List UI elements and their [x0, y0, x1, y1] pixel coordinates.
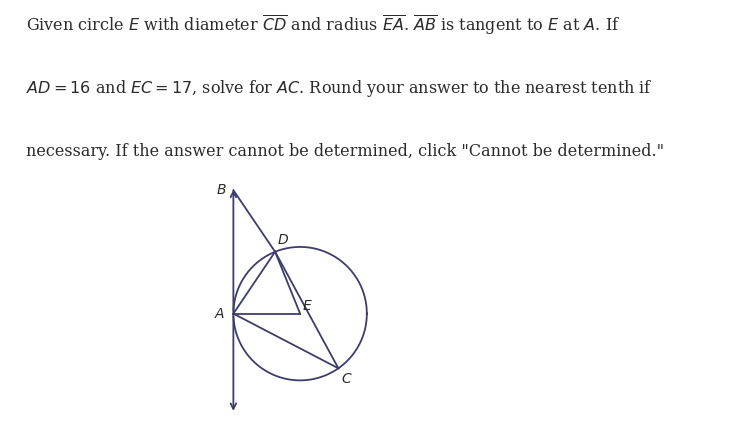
- Text: necessary. If the answer cannot be determined, click "Cannot be determined.": necessary. If the answer cannot be deter…: [26, 142, 664, 160]
- Text: $AD = 16$ and $EC = 17$, solve for $AC$. Round your answer to the nearest tenth : $AD = 16$ and $EC = 17$, solve for $AC$.…: [26, 78, 653, 99]
- Text: $C$: $C$: [341, 372, 353, 386]
- Text: Given circle $E$ with diameter $\overline{CD}$ and radius $\overline{EA}$. $\ove: Given circle $E$ with diameter $\overlin…: [26, 14, 620, 37]
- Text: $B$: $B$: [216, 183, 226, 197]
- Text: $A$: $A$: [213, 307, 225, 320]
- Text: $E$: $E$: [302, 299, 313, 313]
- Text: $D$: $D$: [276, 233, 288, 247]
